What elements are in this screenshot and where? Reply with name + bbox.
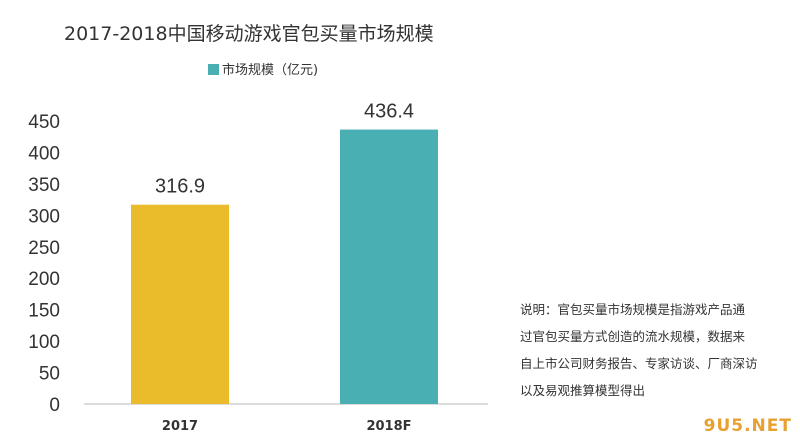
y-tick-label: 300 bbox=[28, 206, 60, 227]
note-line-2: 过官包买量方式创造的流水规模，数据来 bbox=[520, 329, 746, 344]
watermark: 9U5.NET bbox=[703, 416, 792, 436]
y-tick-label: 100 bbox=[28, 332, 60, 353]
y-tick-label: 450 bbox=[28, 112, 60, 133]
x-axis: 2017 2018F bbox=[162, 419, 412, 434]
y-tick-label: 150 bbox=[28, 301, 60, 322]
chart-title: 2017-2018中国移动游戏官包买量市场规模 bbox=[64, 23, 434, 45]
y-tick-label: 400 bbox=[28, 143, 60, 164]
y-tick-label: 350 bbox=[28, 175, 60, 196]
note-line-4: 以及易观推算模型得出 bbox=[520, 383, 645, 398]
legend-label: 市场规模（亿元) bbox=[222, 62, 318, 78]
x-tick-label: 2017 bbox=[162, 419, 198, 434]
bar-2017 bbox=[131, 204, 229, 404]
note-line-1: 说明：官包买量市场规模是指游戏产品通 bbox=[520, 302, 746, 317]
legend-swatch bbox=[208, 64, 219, 75]
data-label-2018F: 436.4 bbox=[364, 101, 414, 123]
bars: 316.9 436.4 bbox=[131, 101, 438, 404]
legend: 市场规模（亿元) bbox=[208, 62, 318, 78]
y-tick-label: 0 bbox=[49, 395, 60, 416]
y-tick-label: 250 bbox=[28, 238, 60, 259]
y-axis: 0 50 100 150 200 250 300 350 400 450 bbox=[28, 112, 60, 416]
note: 说明：官包买量市场规模是指游戏产品通 过官包买量方式创造的流水规模，数据来 自上… bbox=[520, 302, 758, 398]
note-line-3: 自上市公司财务报告、专家访谈、厂商深访 bbox=[520, 356, 758, 371]
bar-2018F bbox=[340, 129, 438, 404]
y-tick-label: 50 bbox=[39, 364, 60, 385]
x-tick-label: 2018F bbox=[366, 419, 411, 434]
y-tick-label: 200 bbox=[28, 269, 60, 290]
data-label-2017: 316.9 bbox=[155, 176, 205, 198]
